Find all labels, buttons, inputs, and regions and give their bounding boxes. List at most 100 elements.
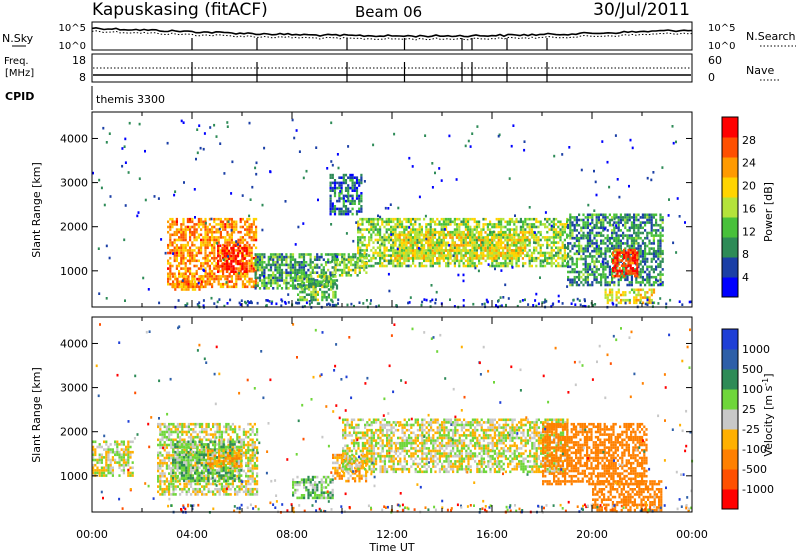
range-cell (578, 244, 581, 248)
range-cell (244, 220, 247, 224)
range-cell (604, 291, 607, 294)
range-cell (169, 264, 172, 268)
range-cell (343, 255, 346, 259)
range-cell (580, 247, 583, 250)
range-cell (184, 262, 187, 265)
range-cell (263, 271, 266, 274)
range-cell (555, 233, 558, 237)
range-cell (254, 261, 257, 264)
range-cell (615, 231, 618, 235)
range-cell (604, 213, 607, 217)
range-cell (291, 255, 295, 259)
range-cell (246, 225, 249, 229)
range-cell (305, 301, 308, 305)
range-cell (299, 283, 302, 286)
range-cell (327, 277, 330, 281)
range-cell (491, 236, 494, 239)
range-cell (105, 244, 108, 248)
range-cell (213, 243, 216, 247)
range-cell (550, 236, 553, 239)
range-cell (105, 458, 108, 462)
range-cell (316, 253, 319, 256)
range-cell (213, 259, 216, 263)
range-cell (92, 171, 94, 175)
range-cell (522, 223, 525, 226)
range-cell (580, 234, 583, 237)
range-cell (365, 243, 368, 247)
range-cell (684, 221, 686, 224)
range-cell (329, 207, 332, 211)
range-cell (300, 263, 303, 267)
range-cell (499, 233, 502, 237)
range-cell (269, 263, 273, 267)
range-cell (431, 238, 434, 242)
range-cell (206, 272, 209, 276)
range-cell (444, 244, 447, 247)
range-cell (403, 254, 406, 258)
range-cell (96, 445, 99, 449)
range-cell (493, 236, 496, 239)
range-cell (648, 213, 651, 217)
range-cell (383, 225, 386, 229)
range-cell (575, 249, 578, 253)
range-cell (535, 236, 538, 239)
range-cell (285, 287, 288, 290)
range-cell (230, 247, 233, 250)
range-cell (495, 264, 498, 268)
range-cell (359, 236, 362, 239)
range-cell (458, 259, 461, 263)
range-cell (648, 273, 651, 276)
range-cell (464, 228, 467, 231)
range-cell (213, 256, 216, 260)
range-cell (611, 298, 614, 302)
range-cell (197, 281, 200, 285)
range-cell (178, 262, 181, 265)
range-cell (261, 271, 264, 274)
range-cell (163, 459, 166, 462)
range-cell (109, 461, 112, 464)
range-cell (191, 275, 194, 278)
range-cell (628, 213, 631, 217)
range-cell (644, 244, 647, 248)
range-cell (219, 257, 222, 260)
range-cell (639, 216, 642, 219)
range-cell (650, 275, 653, 279)
range-cell (252, 223, 255, 226)
range-cell (316, 283, 319, 286)
range-cell (182, 236, 185, 239)
range-cell (349, 176, 352, 179)
range-cell (635, 223, 638, 227)
range-cell (296, 263, 299, 267)
range-cell (652, 288, 656, 292)
range-cell (502, 231, 505, 234)
range-cell (222, 225, 225, 229)
range-cell (308, 280, 311, 283)
range-cell (171, 233, 174, 237)
range-cell (659, 278, 662, 282)
range-cell (473, 264, 476, 268)
range-cell (221, 267, 224, 271)
range-cell (429, 244, 432, 247)
range-cell (464, 220, 467, 224)
range-cell (353, 199, 356, 203)
range-cell (457, 273, 460, 277)
range-cell (167, 277, 170, 281)
range-cell (444, 241, 447, 245)
range-cell (178, 280, 181, 283)
range-cell (228, 225, 231, 229)
range-cell (492, 230, 495, 234)
range-cell (595, 249, 598, 253)
range-cell (578, 247, 581, 250)
range-cell (276, 287, 279, 290)
range-cell (500, 220, 503, 224)
range-cell (646, 216, 649, 219)
range-cell (184, 269, 187, 273)
range-cell (258, 258, 262, 261)
range-cell (332, 303, 334, 307)
range-cell (659, 260, 662, 263)
range-cell (383, 246, 386, 250)
range-cell (678, 300, 681, 303)
range-cell (200, 264, 203, 268)
range-cell (233, 230, 236, 234)
range-cell (582, 283, 585, 287)
